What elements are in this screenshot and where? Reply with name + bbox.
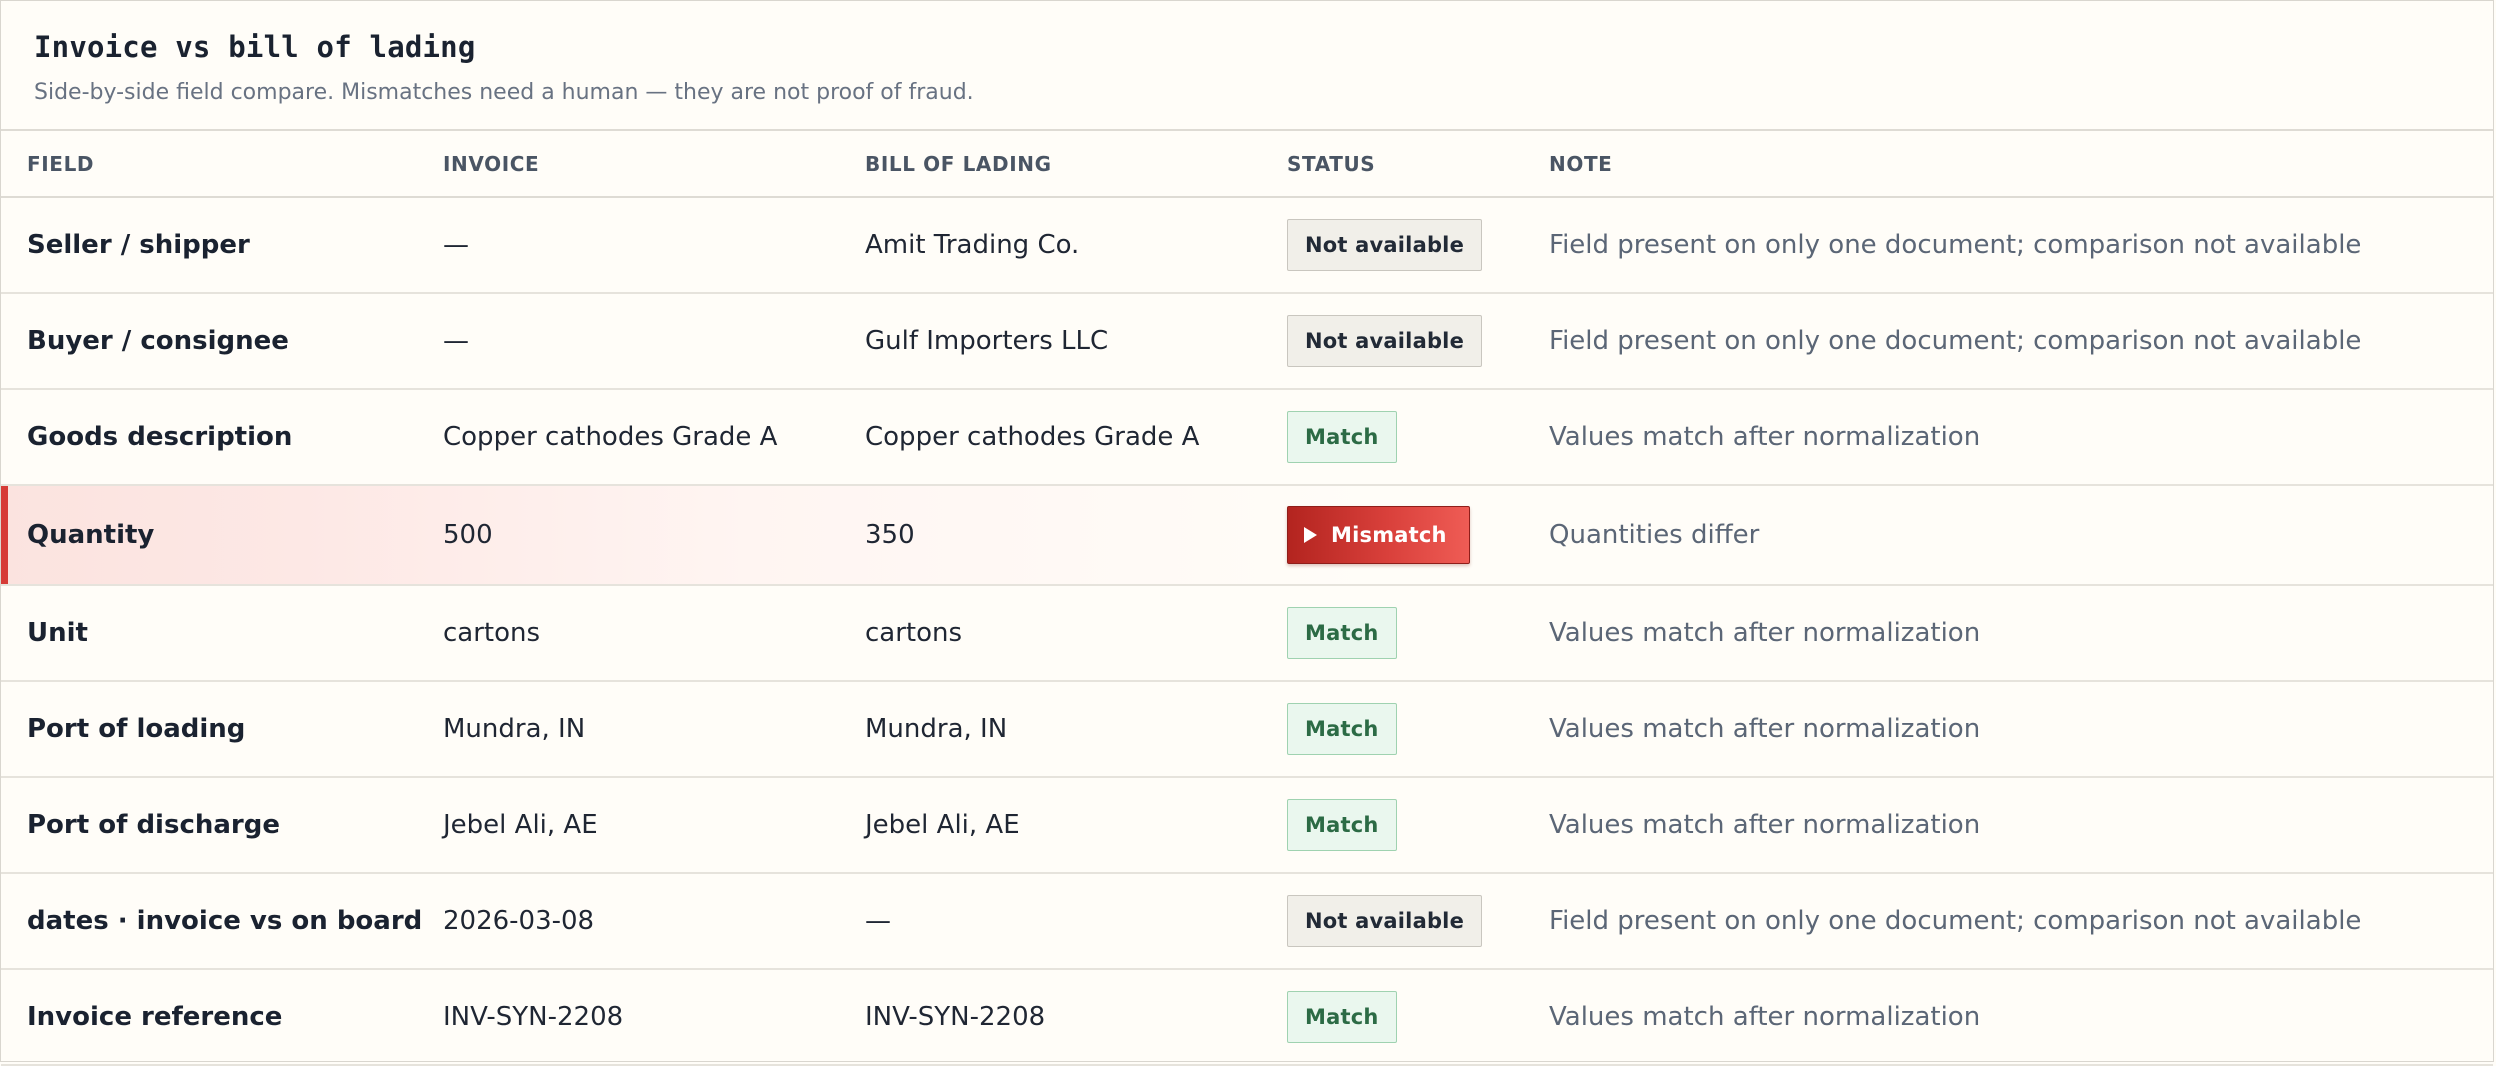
field-cell: Port of discharge [27,810,280,840]
play-triangle-icon [1304,527,1317,543]
status-badge: Match [1287,991,1397,1043]
bol-cell: Amit Trading Co. [865,230,1080,260]
field-cell: Port of loading [27,714,246,744]
note-cell: Quantities differ [1549,520,1760,550]
status-cell: Not available [1287,197,1549,293]
column-header-bill-of-lading: BILL OF LADING [865,151,1052,176]
note-cell: Field present on only one document; comp… [1549,906,2362,936]
column-header-field: FIELD [27,151,95,176]
bol-cell: cartons [865,618,963,648]
note-cell: Values match after normalization [1549,714,1981,744]
status-badge: Match [1287,607,1397,659]
page-title: Invoice vs bill of lading [34,30,476,64]
field-cell: Goods description [27,422,293,452]
status-cell: Mismatch [1287,485,1549,585]
note-cell: Values match after normalization [1549,422,1981,452]
invoice-cell: 500 [443,520,493,550]
status-cell: Not available [1287,873,1549,969]
column-header-status: STATUS [1287,151,1376,176]
status-badge: Not available [1287,315,1483,367]
status-cell: Not available [1287,293,1549,389]
table-row-mismatch: Quantity 500 350 Mismatch Quantities dif… [1,485,2493,585]
field-cell: Seller / shipper [27,230,250,260]
status-cell: Match [1287,681,1549,777]
status-badge: Match [1287,799,1397,851]
compare-table: FIELD INVOICE BILL OF LADING STATUS NOTE… [1,131,2493,1066]
table-row: Invoice reference INV-SYN-2208 INV-SYN-2… [1,969,2493,1065]
bol-cell: INV-SYN-2208 [865,1002,1046,1032]
status-badge: Match [1287,411,1397,463]
field-cell: Buyer / consignee [27,326,289,356]
status-badge: Match [1287,703,1397,755]
table-row: Port of discharge Jebel Ali, AE Jebel Al… [1,777,2493,873]
table-row: Buyer / consignee — Gulf Importers LLC N… [1,293,2493,389]
status-cell: Match [1287,777,1549,873]
status-badge: Not available [1287,895,1483,947]
note-cell: Values match after normalization [1549,618,1981,648]
column-header-note: NOTE [1549,151,1613,176]
status-cell: Match [1287,389,1549,485]
invoice-cell: Mundra, IN [443,714,586,744]
field-cell: Invoice reference [27,1002,283,1032]
field-cell: dates · invoice vs on board [27,906,423,936]
invoice-cell: 2026-03-08 [443,906,595,936]
bol-cell: 350 [865,520,915,550]
note-cell: Values match after normalization [1549,810,1981,840]
table-row: Unit cartons cartons Match Values match … [1,585,2493,681]
field-cell: Quantity [1,485,443,585]
table-row: Port of loading Mundra, IN Mundra, IN Ma… [1,681,2493,777]
table-row: Goods description Copper cathodes Grade … [1,389,2493,485]
invoice-cell: Copper cathodes Grade A [443,422,778,452]
card-header: Invoice vs bill of lading Side-by-side f… [1,1,2493,131]
bol-cell: Mundra, IN [865,714,1008,744]
note-cell: Values match after normalization [1549,1002,1981,1032]
bol-cell: Copper cathodes Grade A [865,422,1200,452]
bol-cell: Gulf Importers LLC [865,326,1109,356]
bol-cell: Jebel Ali, AE [865,810,1020,840]
bol-cell: — [865,906,891,936]
note-cell: Field present on only one document; comp… [1549,230,2362,260]
note-cell: Field present on only one document; comp… [1549,326,2362,356]
invoice-cell: INV-SYN-2208 [443,1002,624,1032]
status-cell: Match [1287,969,1549,1065]
page-subtitle: Side-by-side field compare. Mismatches n… [34,80,974,105]
status-badge: Not available [1287,219,1483,271]
column-header-invoice: INVOICE [443,151,540,176]
invoice-cell: — [443,326,469,356]
invoice-cell: Jebel Ali, AE [443,810,598,840]
invoice-cell: — [443,230,469,260]
invoice-cell: cartons [443,618,541,648]
table-row: dates · invoice vs on board 2026-03-08 —… [1,873,2493,969]
status-cell: Match [1287,585,1549,681]
table-row: Seller / shipper — Amit Trading Co. Not … [1,197,2493,293]
table-header-row: FIELD INVOICE BILL OF LADING STATUS NOTE [1,131,2493,197]
mismatch-badge[interactable]: Mismatch [1287,506,1470,564]
mismatch-badge-label: Mismatch [1331,523,1447,547]
field-cell: Unit [27,618,88,648]
